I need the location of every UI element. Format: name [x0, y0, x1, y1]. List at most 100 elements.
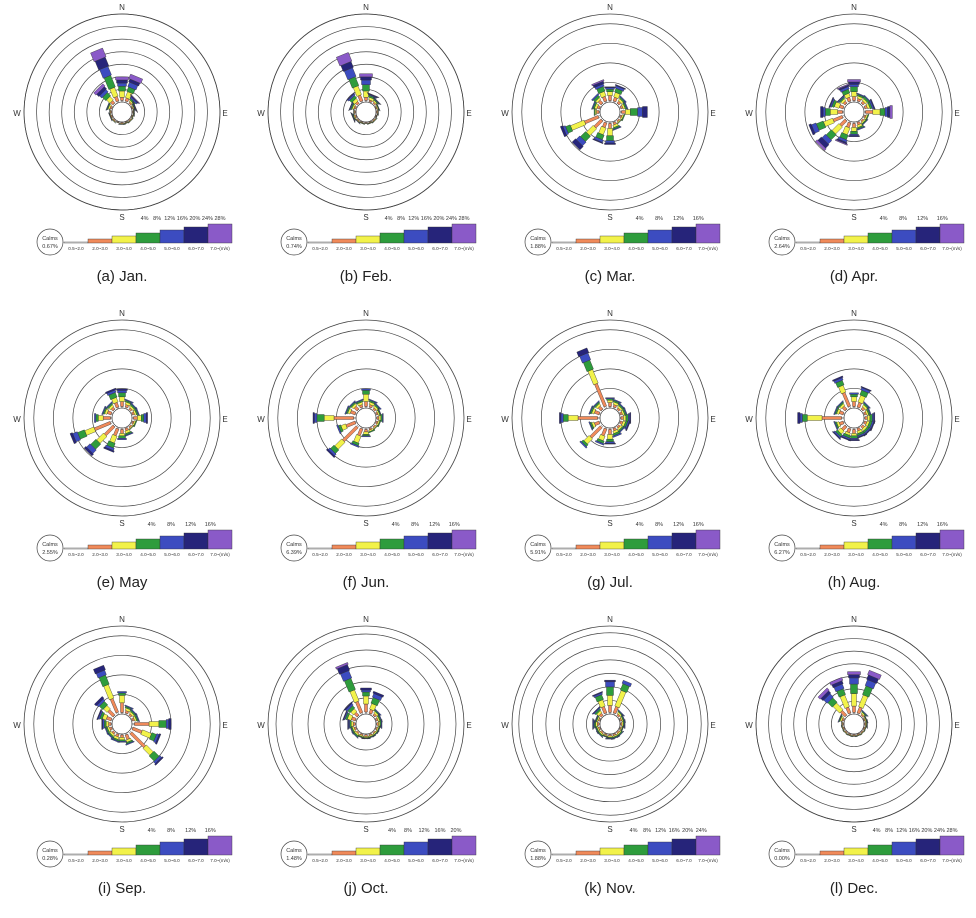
windrose-chart: N S E W 4% 8% 12% 16% Calms 1.88% 0.5~2.0 2.0~3.0 3.…: [501, 3, 721, 256]
ring-percent-label: 12%: [673, 522, 684, 528]
speed-legend-swatch: [307, 853, 333, 856]
speed-legend-label: 4.0~5.0: [140, 858, 156, 863]
rose-petal-segment: [134, 722, 150, 726]
rose-petal-segment: [103, 424, 116, 437]
speed-legend-swatch: [647, 229, 673, 244]
speed-legend-swatch: [795, 853, 821, 856]
rose-petal-segment: [154, 756, 164, 766]
rose-petal-segment: [131, 726, 143, 734]
compass-north-label: N: [607, 309, 613, 318]
rose-petal-segment: [851, 127, 857, 132]
panel-caption: (b) Feb.: [339, 268, 393, 285]
speed-legend-label: 6.0~7.0: [920, 858, 936, 863]
speed-legend-swatch: [63, 241, 89, 244]
compass-north-label: N: [851, 615, 857, 624]
compass-north-label: N: [119, 309, 125, 318]
rose-petal-segment: [365, 100, 368, 103]
rose-petal-segment: [117, 438, 127, 440]
windrose-panel: N S E W 4% 8% 12% 16% Calms 5.91% 0.5~2.0 2.0~3.0 3.…: [488, 306, 732, 612]
speed-legend-swatch: [843, 235, 869, 244]
rose-petal-segment: [802, 414, 808, 422]
speed-legend-swatch: [819, 850, 845, 856]
speed-legend-swatch: [331, 238, 357, 244]
rose-petal-segment: [364, 734, 368, 737]
calms-label: Calms: [42, 848, 58, 854]
ring-percent-label: 16%: [177, 216, 188, 222]
speed-legend-label: 5.0~6.0: [408, 858, 424, 863]
compass-north-label: N: [607, 615, 613, 624]
rose-petal-segment: [364, 703, 368, 713]
rose-petal-segment: [845, 733, 853, 738]
compass-north-label: N: [363, 615, 369, 624]
ring-percent-label: 8%: [655, 522, 663, 528]
rose-ring: [52, 654, 192, 794]
rose-petal-segment: [597, 417, 601, 420]
rose-petal-segment: [118, 435, 126, 439]
speed-legend-label: 7.0~(m/s): [942, 246, 962, 251]
compass-north-label: N: [119, 615, 125, 624]
speed-legend-swatch: [403, 535, 429, 550]
speed-legend-label: 6.0~7.0: [432, 552, 448, 557]
ring-percent-label: 12%: [917, 216, 928, 222]
rose-petal-segment: [121, 100, 124, 103]
rose-petal-segment: [848, 135, 860, 137]
rose-petal-segment: [357, 427, 364, 437]
windrose-chart: N S E W 4% 8% 12% 16% Calms 2.55% 0.5~2.0 2.0~3.0 3.…: [13, 309, 233, 562]
speed-legend-label: 3.0~4.0: [604, 552, 620, 557]
speed-legend-label: 2.0~3.0: [92, 246, 108, 251]
rose-petal-segment: [799, 413, 803, 423]
speed-legend-label: 0.5~2.0: [800, 246, 816, 251]
rose-petal-segment: [604, 86, 616, 89]
rose-petal-segment: [316, 414, 325, 422]
speed-legend-label: 3.0~4.0: [116, 858, 132, 863]
rose-ring: [780, 650, 928, 798]
speed-legend-swatch: [87, 238, 113, 244]
ring-percent-label: 24%: [696, 828, 707, 834]
rose-petal-segment: [360, 687, 372, 691]
compass-north-label: N: [119, 3, 125, 12]
speed-legend-swatch: [379, 538, 405, 550]
rose-petal-segment: [145, 412, 148, 424]
ring-percent-label: 12%: [185, 828, 196, 834]
rose-petal-segment: [621, 113, 626, 122]
rose-petal-segment: [609, 712, 612, 715]
rose-petal-segment: [374, 708, 382, 716]
speed-legend-swatch: [551, 241, 577, 244]
rose-petal-segment: [617, 709, 625, 717]
rose-petal-segment: [606, 135, 614, 141]
rose-outer-ring: [267, 319, 465, 517]
ring-percent-label: 8%: [899, 216, 907, 222]
ring-percent-label: 16%: [421, 216, 432, 222]
speed-legend-swatch: [575, 850, 601, 856]
calms-circle: [768, 840, 796, 868]
compass-west-label: W: [13, 415, 21, 424]
speed-legend-swatch: [623, 232, 649, 244]
rose-petal-segment: [607, 399, 613, 403]
rose-petal-segment: [597, 722, 600, 726]
ring-percent-label: 8%: [167, 828, 175, 834]
rose-petal-segment: [335, 662, 349, 670]
compass-south-label: S: [851, 825, 856, 834]
rose-petal-segment: [571, 138, 584, 151]
rose-petal-segment: [594, 109, 597, 115]
rose-ring: [48, 38, 196, 186]
speed-legend-label: 2.0~3.0: [580, 246, 596, 251]
rose-ring: [755, 625, 953, 823]
rose-petal-segment: [625, 414, 629, 422]
ring-percent-label: 8%: [404, 828, 412, 834]
rose-petal-segment: [832, 430, 842, 440]
speed-legend-swatch: [207, 835, 233, 856]
speed-legend-swatch: [867, 538, 893, 550]
rose-ring: [291, 649, 441, 799]
rose-petal-segment: [865, 110, 874, 114]
speed-legend-swatch: [575, 544, 601, 550]
rose-petal-segment: [593, 108, 596, 116]
rose-petal-segment: [605, 681, 615, 688]
speed-legend-swatch: [331, 850, 357, 856]
rose-petal-segment: [623, 415, 627, 421]
ring-percent-label: 4%: [880, 216, 888, 222]
panel-caption: (e) May: [96, 574, 148, 591]
rose-petal-segment: [822, 107, 826, 117]
rose-petal-segment: [69, 432, 77, 444]
rose-petal-segment: [608, 95, 612, 101]
